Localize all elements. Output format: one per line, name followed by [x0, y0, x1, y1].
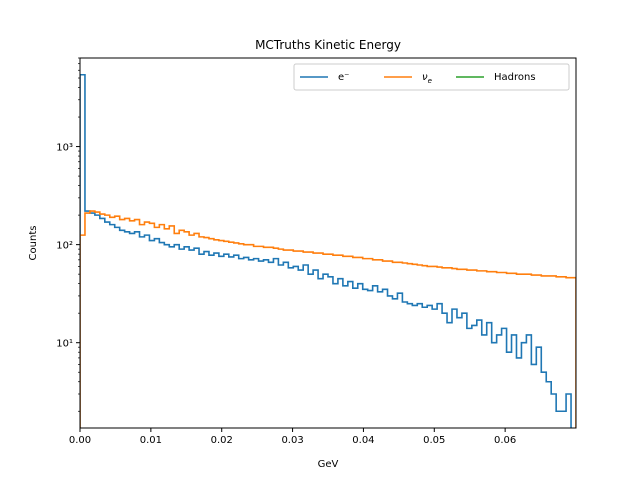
x-axis-label: GeV: [318, 459, 339, 470]
x-axis: 0.00 0.01 0.02 0.03 0.04 0.05 0.06: [69, 428, 516, 446]
legend-label-hadrons: Hadrons: [494, 72, 536, 83]
x-tick-label: 0.06: [494, 435, 516, 446]
y-tick-label: 10³: [56, 143, 73, 154]
x-tick-label: 0.04: [352, 435, 374, 446]
x-tick-label: 0.01: [140, 435, 162, 446]
x-tick-label: 0.02: [211, 435, 233, 446]
legend-label-nu-e: νe: [422, 72, 432, 85]
x-tick-label: 0.00: [69, 435, 91, 446]
series-line-0: [80, 73, 576, 428]
x-tick-label: 0.05: [423, 435, 445, 446]
y-axis: 10¹ 10² 10³: [56, 57, 80, 412]
legend: e⁻ νe Hadrons: [293, 63, 570, 91]
legend-label-nu-e-sub: e: [428, 77, 432, 85]
x-tick-label: 0.03: [281, 435, 303, 446]
axes-frame: [79, 57, 577, 429]
y-axis-label: Counts: [28, 226, 39, 261]
chart-title: MCTruths Kinetic Energy: [255, 38, 401, 52]
legend-frame: [293, 63, 570, 91]
series-line-1: [80, 210, 576, 428]
legend-label-electron: e⁻: [338, 72, 349, 83]
y-tick-label: 10²: [56, 241, 73, 252]
legend-label-nu-e-main: ν: [422, 72, 428, 83]
series-layer: [80, 73, 576, 428]
y-tick-label: 10¹: [56, 339, 73, 350]
